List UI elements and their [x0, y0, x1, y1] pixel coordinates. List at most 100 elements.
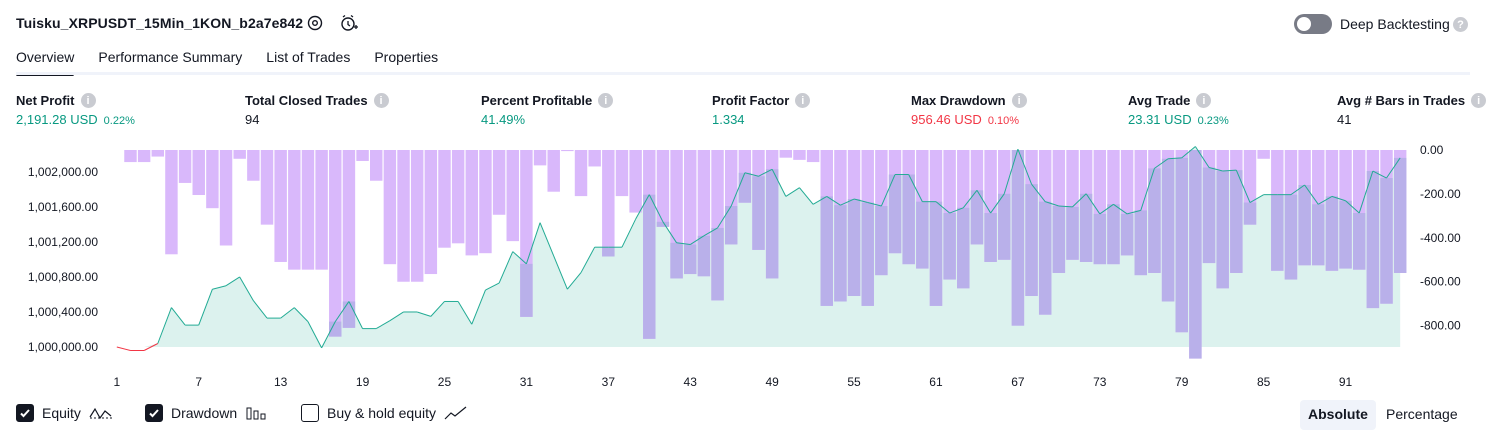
equity-line-segment — [812, 195, 828, 205]
metric-avg-bars: Avg # Bars in Trades i 41 — [1337, 93, 1486, 127]
deep-backtesting-toggle[interactable] — [1294, 14, 1332, 34]
drawdown-bar — [233, 150, 246, 159]
equity-line-segment — [1031, 183, 1046, 202]
settings-gear-icon[interactable] — [305, 13, 325, 33]
right-axis-tick: 0.00 — [1420, 143, 1444, 157]
equity-line-segment — [1085, 193, 1101, 215]
drawdown-bar-overlap — [957, 207, 970, 289]
drawdown-bar-overlap — [765, 169, 779, 279]
drawdown-bar-overlap — [1380, 178, 1393, 304]
equity-line-segment — [389, 311, 404, 322]
metric-percent: 0.23% — [1197, 115, 1229, 127]
tab-list-of-trades[interactable]: List of Trades — [266, 49, 351, 65]
drawdown-bar-overlap — [520, 263, 533, 317]
metric-value: 41.49% — [481, 112, 526, 127]
drawdown-bar-overlap — [1366, 171, 1380, 309]
equity-line-segment — [457, 301, 473, 325]
equity-line-segment — [1099, 203, 1114, 215]
drawdown-bar-overlap — [847, 199, 861, 297]
info-icon[interactable]: i — [80, 93, 96, 108]
info-icon[interactable]: i — [1196, 93, 1212, 108]
info-icon[interactable]: i — [598, 93, 614, 108]
x-axis-tick: 19 — [356, 375, 370, 389]
metric-label: Profit Factor — [712, 93, 790, 108]
drawdown-bar-overlap — [888, 174, 902, 254]
equity-line-segment — [1222, 169, 1237, 172]
equity-line-segment — [485, 282, 500, 291]
drawdown-bar-overlap — [1393, 157, 1407, 273]
drawdown-bar-overlap — [724, 206, 738, 245]
x-axis-tick: 79 — [1175, 375, 1189, 389]
tab-performance-summary[interactable]: Performance Summary — [98, 49, 243, 65]
drawdown-bar — [615, 150, 629, 197]
help-icon[interactable]: ? — [1453, 17, 1468, 32]
metric-label: Max Drawdown — [911, 93, 1006, 108]
equity-line-segment — [1331, 195, 1346, 202]
buy-hold-equity-checkbox[interactable]: Buy & hold equity — [301, 404, 468, 422]
drawdown-bar — [370, 150, 383, 181]
drawdown-bar — [219, 150, 233, 246]
equity-line-segment — [225, 276, 240, 287]
drawdown-bar-overlap — [752, 176, 765, 250]
equity-line-segment — [840, 198, 855, 206]
left-axis-tick: 1,000,400.00 — [28, 305, 98, 319]
left-axis-tick: 1,002,000.00 — [28, 165, 98, 179]
equity-line-segment — [334, 301, 350, 322]
equity-line-segment — [498, 251, 514, 284]
equity-line-segment — [635, 194, 650, 220]
info-icon[interactable]: i — [1471, 93, 1486, 108]
equity-line-segment — [1017, 148, 1033, 185]
info-icon[interactable]: i — [1011, 93, 1027, 108]
equity-line-segment — [348, 301, 364, 329]
drawdown-bar-overlap — [1079, 193, 1093, 262]
report-header: Tuisku_XRPUSDT_15Min_1KON_b2a7e842 Deep … — [0, 0, 1486, 44]
drawdown-bar-overlap — [1161, 158, 1175, 302]
equity-line-segment — [471, 289, 486, 325]
drawdown-bar-overlap — [1189, 150, 1202, 359]
absolute-mode-button[interactable]: Absolute — [1300, 400, 1376, 430]
equity-line-segment — [116, 346, 131, 351]
equity-line-segment — [566, 272, 582, 290]
equity-line-segment — [730, 172, 746, 207]
tab-overview[interactable]: Overview — [16, 44, 75, 76]
drawdown-bar-overlap — [929, 201, 943, 306]
equity-line-segment — [908, 174, 923, 202]
chart-footer: Equity Drawdown Buy & hold equity Absolu… — [0, 398, 1486, 432]
equity-line-segment — [703, 227, 718, 237]
left-axis-tick: 1,001,600.00 — [28, 200, 98, 214]
drawdown-checkbox[interactable]: Drawdown — [145, 404, 267, 422]
x-axis-tick: 37 — [602, 375, 616, 389]
percentage-mode-button[interactable]: Percentage — [1386, 406, 1458, 422]
add-alert-clock-icon[interactable] — [339, 13, 359, 33]
equity-line-segment — [880, 174, 896, 207]
equity-line-segment — [1113, 203, 1128, 215]
equity-line-segment — [799, 187, 814, 205]
checkbox-box — [16, 404, 34, 422]
metric-percent: 0.22% — [103, 115, 135, 127]
drawdown-bar-overlap — [834, 205, 847, 302]
drawdown-bar — [137, 150, 151, 163]
x-axis-tick: 13 — [274, 375, 288, 389]
equity-label: Equity — [42, 405, 81, 421]
drawdown-bar — [383, 150, 397, 265]
equity-line-segment — [525, 222, 541, 264]
equity-line-segment — [1154, 158, 1169, 169]
equity-line-segment — [1304, 184, 1319, 205]
tab-properties[interactable]: Properties — [374, 49, 439, 65]
equity-line-segment — [1140, 168, 1155, 211]
equity-line-segment — [935, 201, 950, 214]
drawdown-bar-overlap — [820, 196, 833, 306]
equity-checkbox[interactable]: Equity — [16, 404, 113, 422]
drawdown-bar-overlap — [684, 244, 697, 275]
right-axis-tick: -600.00 — [1420, 275, 1461, 289]
equity-drawdown-chart[interactable]: 1,000,000.00 1,000,400.00 1,000,800.00 1,00… — [0, 140, 1486, 396]
equity-line-segment — [1126, 209, 1141, 215]
drawdown-bar — [424, 150, 438, 275]
equity-line-segment — [198, 289, 213, 326]
drawdown-bar-overlap — [1093, 213, 1107, 265]
equity-line-segment — [321, 321, 336, 349]
x-axis-tick: 31 — [520, 375, 534, 389]
drawdown-bar-overlap — [711, 227, 724, 301]
info-icon[interactable]: i — [373, 93, 389, 108]
info-icon[interactable]: i — [795, 93, 811, 108]
